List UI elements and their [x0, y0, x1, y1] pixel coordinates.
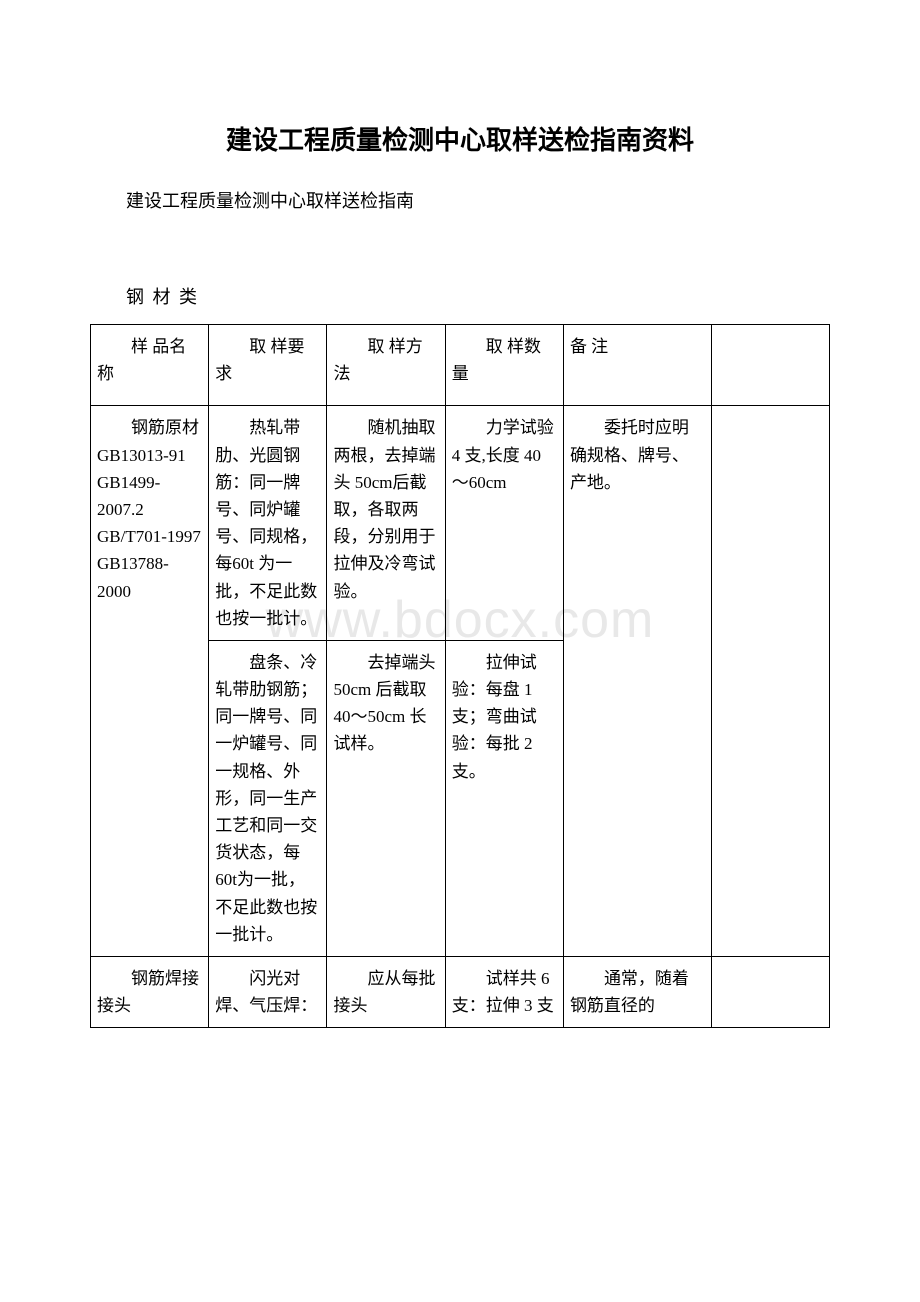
cell-sample-name: 钢筋焊接接头 [91, 956, 209, 1027]
cell-sample-name: 钢筋原材GB13013-91 GB1499-2007.2 GB/T701-199… [91, 406, 209, 957]
cell-method: 应从每批接头 [327, 956, 445, 1027]
table-row: 钢筋原材GB13013-91 GB1499-2007.2 GB/T701-199… [91, 406, 830, 641]
header-method: 取 样方 法 [327, 325, 445, 406]
cell-method: 随机抽取两根，去掉端头 50cm后截取，各取两段，分别用于拉伸及冷弯试验。 [327, 406, 445, 641]
cell-blank [711, 956, 829, 1027]
header-blank [711, 325, 829, 406]
header-notes: 备 注 [563, 325, 711, 406]
cell-notes: 委托时应明确规格、牌号、产地。 [563, 406, 711, 957]
header-quantity: 取 样数 量 [445, 325, 563, 406]
table-row: 钢筋焊接接头 闪光对焊、气压焊： 应从每批接头 试样共 6 支：拉伸 3 支 通… [91, 956, 830, 1027]
cell-notes: 通常，随着钢筋直径的 [563, 956, 711, 1027]
header-sample-name: 样 品名 称 [91, 325, 209, 406]
cell-blank [711, 406, 829, 957]
sampling-guide-table: 样 品名 称 取 样要 求 取 样方 法 取 样数 量 备 注 钢筋原材GB13… [90, 324, 830, 1028]
category-label: 钢 材 类 [90, 283, 830, 309]
cell-quantity: 力学试验 4 支,长度 40～60cm [445, 406, 563, 641]
header-requirement: 取 样要 求 [209, 325, 327, 406]
cell-requirement: 盘条、冷轧带肋钢筋；同一牌号、同一炉罐号、同一规格、外形，同一生产工艺和同一交货… [209, 640, 327, 956]
cell-method: 去掉端头50cm 后截取 40～50cm 长试样。 [327, 640, 445, 956]
table-header-row: 样 品名 称 取 样要 求 取 样方 法 取 样数 量 备 注 [91, 325, 830, 406]
cell-requirement: 热轧带肋、光圆钢筋：同一牌号、同炉罐号、同规格，每60t 为一批，不足此数也按一… [209, 406, 327, 641]
document-subtitle: 建设工程质量检测中心取样送检指南 [90, 187, 830, 213]
cell-quantity: 拉伸试验：每盘 1 支；弯曲试验：每批 2支。 [445, 640, 563, 956]
document-main-title: 建设工程质量检测中心取样送检指南资料 [90, 120, 830, 157]
cell-requirement: 闪光对焊、气压焊： [209, 956, 327, 1027]
cell-quantity: 试样共 6 支：拉伸 3 支 [445, 956, 563, 1027]
